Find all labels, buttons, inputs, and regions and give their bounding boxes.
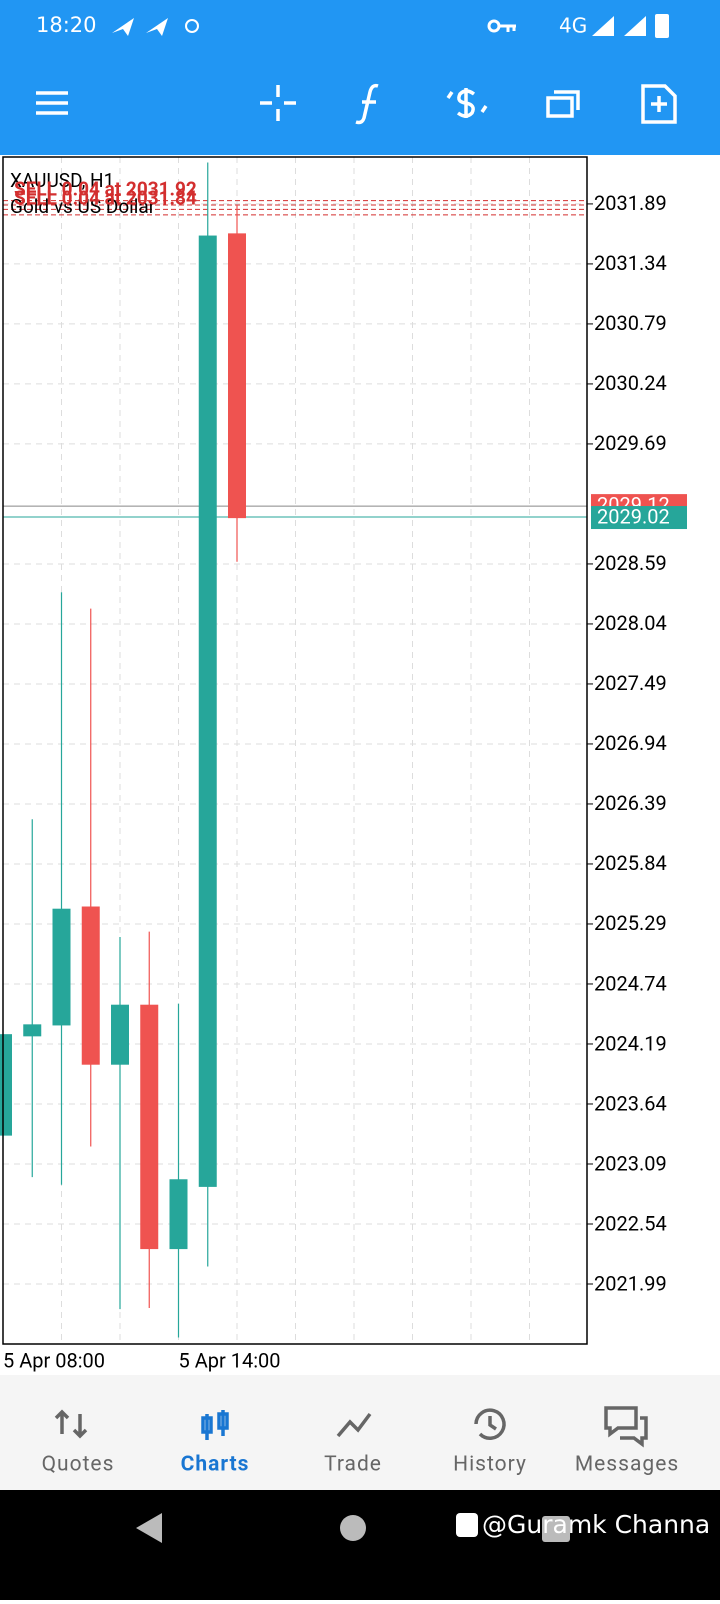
symbol-description: Gold vs US Dollar	[10, 195, 156, 218]
candle-body	[52, 908, 71, 1026]
nav-label[interactable]: Trade	[324, 1453, 382, 1477]
recents-button[interactable]	[542, 1516, 570, 1542]
candle-body	[0, 1034, 12, 1136]
candle-body	[198, 235, 217, 1187]
nav-items: Quotes Charts Trade History Messages	[42, 1406, 679, 1477]
candle-body	[228, 233, 246, 519]
x-tick-label: 5 Apr 08:00	[3, 1348, 105, 1372]
y-tick-label: 2023.09	[594, 1151, 667, 1175]
y-tick-label: 2030.79	[594, 311, 667, 335]
nav-icon[interactable]	[54, 1409, 88, 1439]
menu-button[interactable]	[36, 91, 68, 115]
symbol-label: XAUUSD, H1	[10, 169, 114, 192]
order-label: SELL 0.04 at 2031.84	[14, 186, 197, 209]
y-tick-label: 2026.94	[594, 731, 667, 755]
nav-label[interactable]: Messages	[575, 1453, 679, 1477]
y-tick-label: 2026.39	[594, 791, 667, 815]
y-tick-label: 2024.19	[594, 1031, 667, 1055]
nav-icon[interactable]	[474, 1408, 506, 1440]
status-icon	[185, 19, 199, 33]
indicators-button[interactable]	[355, 83, 379, 125]
chart: 2031.89 2031.34 2030.79 2030.24 2029.69 2028.…	[0, 157, 687, 1372]
candle-body	[81, 906, 100, 1065]
y-tick-label: 2031.89	[594, 191, 667, 215]
bid-price-label: 2029.02	[597, 504, 670, 528]
y-tick-label: 2021.99	[594, 1271, 667, 1295]
watermark: @Guramk Channa	[482, 1510, 710, 1539]
bottom-nav	[0, 1375, 720, 1490]
toolbar	[36, 83, 677, 125]
back-button[interactable]	[136, 1513, 162, 1543]
nav-icon[interactable]	[604, 1406, 648, 1448]
nav-icon[interactable]	[336, 1412, 372, 1438]
signal-icons	[592, 16, 646, 36]
facebook-icon	[456, 1513, 478, 1537]
crosshair-button[interactable]	[260, 85, 296, 121]
y-tick-label: 2027.49	[594, 671, 667, 695]
status-network: 4G	[559, 14, 587, 38]
y-tick-label: 2024.74	[594, 971, 667, 995]
windows-button[interactable]	[546, 90, 580, 118]
y-tick-label: 2028.59	[594, 551, 667, 575]
app-bar	[0, 0, 720, 155]
status-icons	[112, 18, 168, 36]
key-icon	[487, 19, 501, 33]
system-nav	[0, 1490, 720, 1600]
y-tick-label: 2029.69	[594, 431, 667, 455]
y-tick-label: 2030.24	[594, 371, 667, 395]
nav-label[interactable]: History	[453, 1453, 527, 1477]
plot-frame	[2, 156, 588, 1345]
battery-icon	[655, 14, 669, 38]
x-tick-label: 5 Apr 14:00	[179, 1348, 281, 1372]
y-tick-label: 2031.34	[594, 251, 667, 275]
candle-body	[111, 1004, 129, 1065]
y-tick-label: 2023.64	[594, 1091, 667, 1115]
nav-label[interactable]: Charts	[181, 1453, 250, 1477]
y-tick-label: 2028.04	[594, 611, 667, 635]
chart-bg	[0, 155, 720, 1375]
y-tick-label: 2025.29	[594, 911, 667, 935]
order-label: SELL 0.04 at 2031.92	[14, 178, 197, 201]
home-button[interactable]	[340, 1515, 366, 1541]
bid-price-box	[591, 506, 687, 530]
candle-body	[140, 1004, 159, 1250]
nav-icon[interactable]	[201, 1410, 229, 1440]
status-time: 18:20	[36, 13, 97, 37]
new-order-button[interactable]	[641, 84, 677, 124]
y-tick-label: 2022.54	[594, 1211, 667, 1235]
candle-body	[23, 1024, 42, 1037]
candle-body	[169, 1179, 188, 1250]
nav-label[interactable]: Quotes	[42, 1453, 115, 1477]
y-tick-label: 2025.84	[594, 851, 667, 875]
trade-button[interactable]	[446, 88, 488, 118]
